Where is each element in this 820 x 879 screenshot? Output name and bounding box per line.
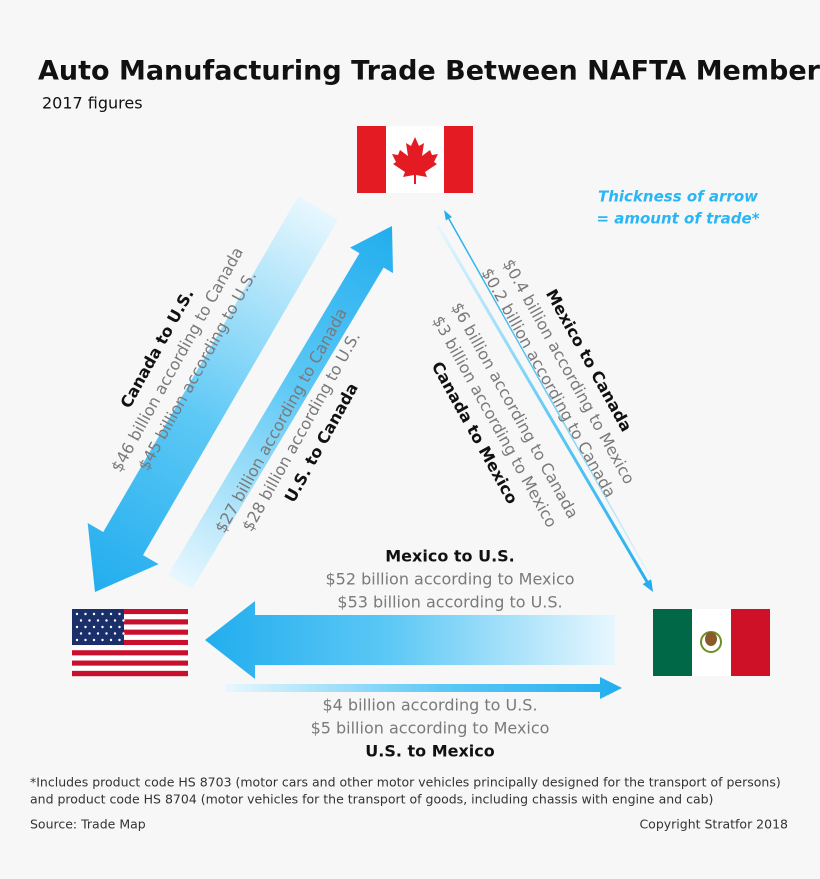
flag-star (122, 619, 125, 622)
flag-stripe (72, 670, 188, 677)
emblem-eagle (705, 632, 717, 646)
flag-band (653, 609, 692, 676)
flag-star (84, 612, 87, 616)
flag-stripe (72, 660, 188, 666)
legend-note: Thickness of arrow (598, 188, 758, 206)
flag-stripe (72, 645, 188, 651)
flag-star (92, 638, 96, 642)
flow-value: $4 billion according to U.S. (322, 696, 537, 715)
legend-note: = amount of trade* (596, 210, 759, 228)
trade-arrow (87, 196, 338, 592)
footnote: *Includes product code HS 8703 (motor ca… (30, 775, 781, 790)
flag-star (118, 625, 121, 629)
flag-star (88, 632, 91, 635)
us-flag (72, 609, 188, 677)
flag-stripe (72, 634, 188, 641)
flag-star (109, 625, 113, 629)
flow-text: $4 billion according to U.S. $5 billion a… (311, 696, 550, 761)
flag-stripe (72, 629, 188, 635)
flow-value: $52 billion according to Mexico (325, 570, 574, 589)
arrows (87, 196, 653, 699)
flow-label: Mexico to U.S. (385, 547, 515, 566)
flag-canton (72, 609, 124, 645)
flag-star (96, 632, 100, 635)
trade-arrow (225, 677, 622, 699)
flag-star (105, 632, 108, 635)
flag-star (101, 638, 104, 642)
flow-value: $53 billion according to U.S. (337, 593, 562, 612)
canada-flag (357, 126, 473, 193)
flag-star (79, 619, 83, 622)
flag-star (75, 625, 79, 629)
flag-star (96, 619, 100, 622)
flag-star (84, 625, 87, 629)
flag-star (75, 612, 79, 616)
trade-arrow (444, 210, 653, 581)
flag-band (357, 126, 386, 193)
flag-star (92, 612, 96, 616)
mexico-flag (653, 609, 770, 676)
flag-star (113, 619, 117, 622)
copyright: Copyright Stratfor 2018 (639, 817, 788, 832)
flag-stripe (72, 639, 188, 646)
flag-star (84, 638, 87, 642)
flag-stripe (72, 624, 188, 630)
flag-band (444, 126, 473, 193)
flag-stripe (72, 609, 188, 615)
footnote: and product code HS 8704 (motor vehicles… (30, 792, 713, 807)
flag-stripe (72, 650, 188, 656)
trade-arrow (436, 225, 653, 593)
source: Source: Trade Map (30, 817, 146, 832)
flag-star (109, 612, 113, 616)
flag-band (731, 609, 770, 676)
flow-label: U.S. to Mexico (365, 742, 495, 761)
flag-star (118, 612, 121, 616)
flag-star (92, 625, 96, 629)
flag-star (88, 619, 91, 622)
flag-star (118, 638, 121, 642)
flag-star (101, 612, 104, 616)
flag-star (79, 632, 83, 635)
flag-star (75, 638, 79, 642)
flag-star (101, 625, 104, 629)
flag-star (109, 638, 113, 642)
trade-arrow (205, 601, 615, 679)
title: Auto Manufacturing Trade Between NAFTA M… (38, 56, 820, 87)
trade-arrow (167, 226, 394, 590)
flag-star (122, 632, 125, 635)
flag-star (113, 632, 117, 635)
flag-stripe (72, 619, 188, 625)
flag-stripe (72, 614, 188, 620)
maple-leaf (392, 137, 438, 184)
flow-value: $5 billion according to Mexico (311, 719, 550, 738)
flow-text: Mexico to U.S. $52 billion according to M… (325, 547, 574, 612)
subtitle: 2017 figures (42, 94, 143, 113)
flag-stripe (72, 665, 188, 672)
flag-star (105, 619, 108, 622)
flag-stripe (72, 655, 188, 661)
